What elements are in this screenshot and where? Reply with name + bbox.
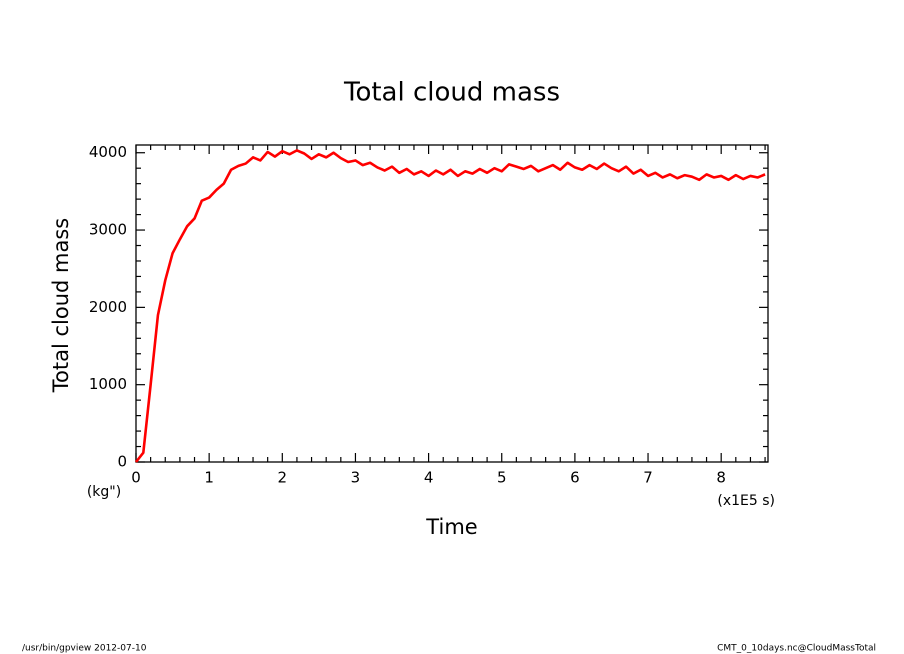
x-tick-label: 1 [204, 469, 214, 487]
x-tick-label: 0 [131, 469, 141, 487]
y-axis-label: Total cloud mass [49, 218, 73, 393]
footer-right: CMT_0_10days.nc@CloudMassTotal [717, 644, 876, 654]
x-tick-label: 5 [497, 469, 507, 487]
y-tick-label: 2000 [89, 298, 127, 316]
x-tick-label: 6 [570, 469, 580, 487]
plot-frame [135, 144, 769, 463]
x-tick-label: 7 [643, 469, 653, 487]
data-line [134, 149, 766, 463]
x-tick-label: 3 [351, 469, 361, 487]
x-axis-unit: (x1E5 s) [717, 493, 775, 509]
y-tick-label: 1000 [89, 375, 127, 393]
y-axis-unit: (kg") [87, 484, 121, 500]
x-axis-label: Time [425, 515, 477, 539]
x-tick-label: 2 [278, 469, 288, 487]
chart-title: Total cloud mass [343, 78, 560, 108]
footer-left: /usr/bin/gpview 2012-07-10 [22, 644, 147, 654]
x-tick-label: 4 [424, 469, 434, 487]
x-tick-label: 8 [716, 469, 726, 487]
y-tick-label: 4000 [89, 143, 127, 161]
y-tick-label: 0 [117, 453, 127, 471]
y-tick-label: 3000 [89, 221, 127, 239]
